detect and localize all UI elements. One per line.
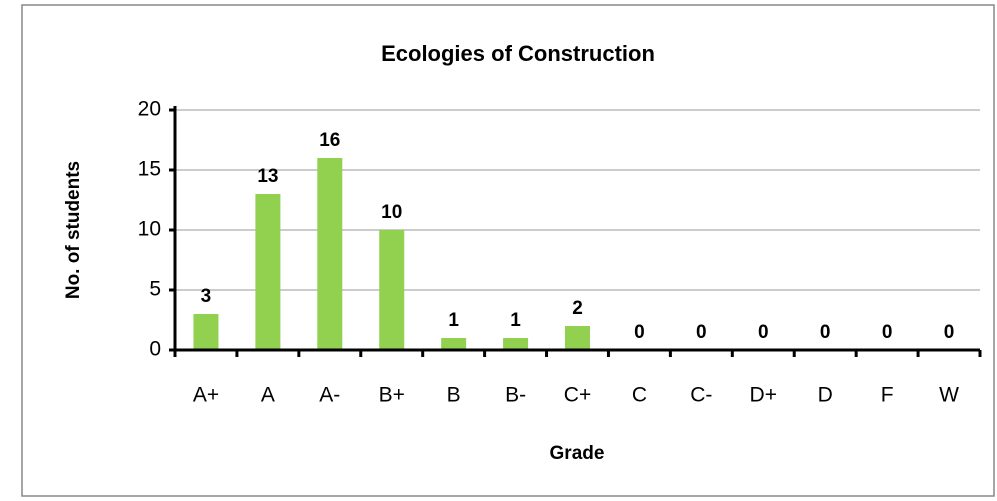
bar <box>193 314 219 350</box>
y-tick-label: 20 <box>138 98 161 121</box>
y-tick-label: 10 <box>138 218 161 241</box>
data-label: 0 <box>758 322 769 343</box>
x-tick-label: B+ <box>379 384 405 407</box>
bar <box>565 326 590 350</box>
data-label: 0 <box>696 322 707 343</box>
bar <box>317 158 343 350</box>
x-axis-label: Grade <box>550 443 605 464</box>
x-tick-label: A <box>261 384 275 407</box>
x-tick-label: A+ <box>193 384 219 407</box>
x-tick-label: W <box>939 384 959 407</box>
data-label: 13 <box>257 166 278 187</box>
data-label: 0 <box>944 322 955 343</box>
data-label: 0 <box>882 322 893 343</box>
x-tick-label: D+ <box>750 384 777 407</box>
x-tick-label: B- <box>505 384 526 407</box>
data-label: 0 <box>634 322 645 343</box>
data-label: 3 <box>201 286 212 307</box>
data-label: 1 <box>510 310 521 331</box>
x-tick-label: F <box>881 384 894 407</box>
bar <box>441 338 467 350</box>
y-tick-label: 5 <box>149 278 161 301</box>
x-tick-label: D <box>818 384 833 407</box>
chart-title: Ecologies of Construction <box>381 41 655 66</box>
y-axis-label: No. of students <box>63 161 84 299</box>
y-tick-label: 0 <box>149 338 161 361</box>
chart-border <box>21 4 995 497</box>
data-label: 0 <box>820 322 831 343</box>
bar <box>379 230 405 350</box>
data-label: 1 <box>448 310 459 331</box>
data-label: 16 <box>319 130 340 151</box>
data-label: 2 <box>572 298 583 319</box>
x-tick-label: C- <box>690 384 712 407</box>
y-tick-label: 15 <box>138 158 161 181</box>
x-tick-label: C+ <box>564 384 591 407</box>
x-tick-label: C <box>632 384 647 407</box>
data-label: 10 <box>381 202 402 223</box>
bar <box>255 194 281 350</box>
bar <box>503 338 529 350</box>
x-tick-label: A- <box>319 384 340 407</box>
x-tick-label: B <box>447 384 461 407</box>
